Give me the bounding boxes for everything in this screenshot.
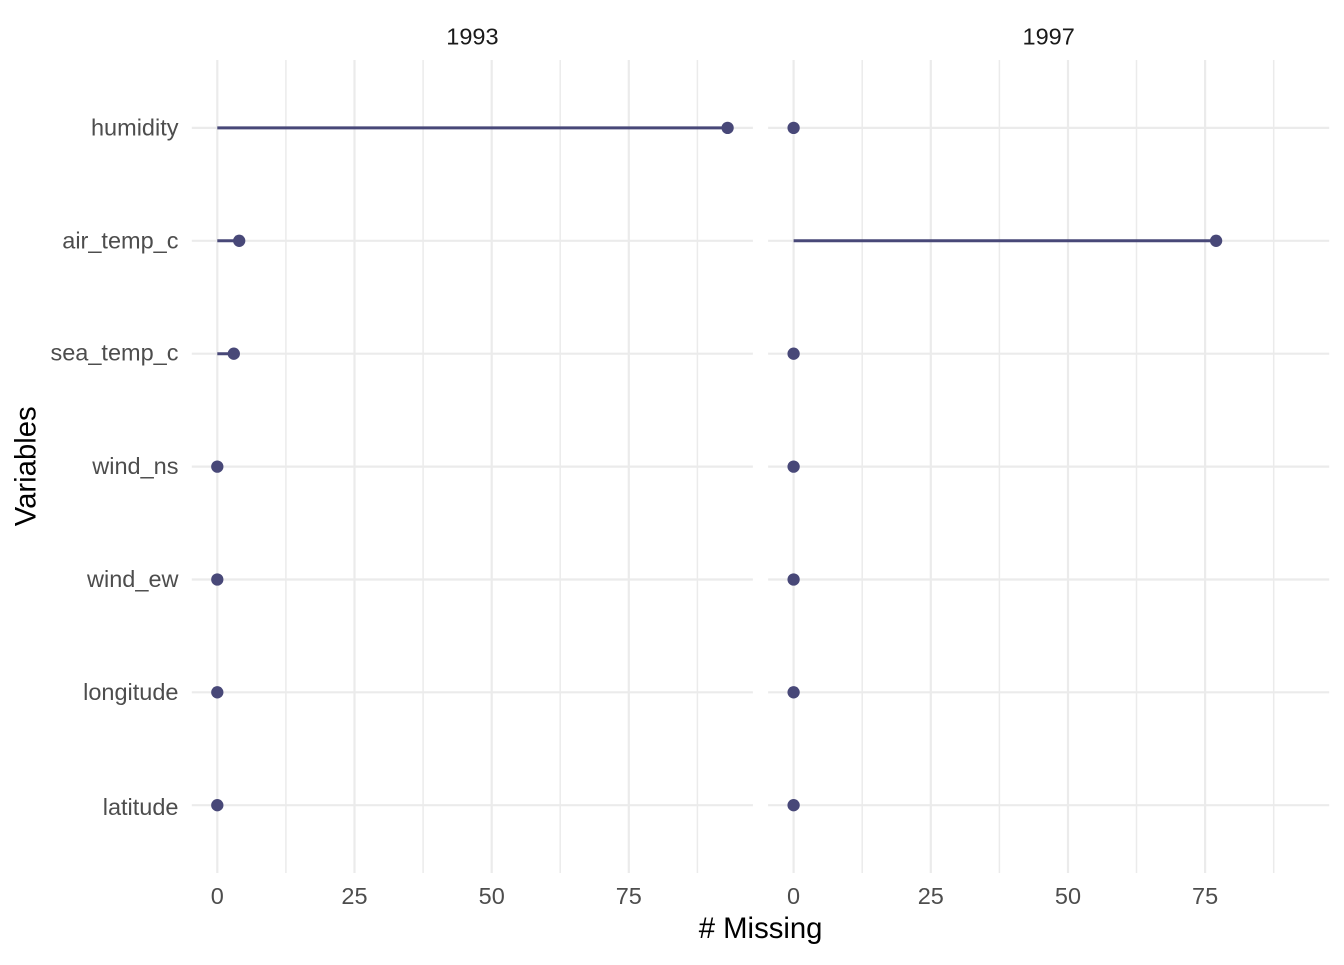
svg-text:wind_ew: wind_ew bbox=[86, 566, 179, 592]
svg-text:25: 25 bbox=[341, 883, 367, 909]
svg-text:# Missing: # Missing bbox=[699, 912, 823, 945]
svg-text:Variables: Variables bbox=[10, 406, 43, 526]
svg-text:75: 75 bbox=[616, 883, 642, 909]
svg-text:latitude: latitude bbox=[103, 794, 179, 820]
svg-text:25: 25 bbox=[918, 883, 944, 909]
svg-text:1997: 1997 bbox=[1023, 23, 1075, 49]
svg-text:longitude: longitude bbox=[83, 679, 178, 705]
svg-text:humidity: humidity bbox=[91, 114, 179, 140]
svg-text:air_temp_c: air_temp_c bbox=[62, 227, 178, 253]
svg-text:0: 0 bbox=[787, 883, 800, 909]
svg-text:50: 50 bbox=[479, 883, 505, 909]
svg-text:wind_ns: wind_ns bbox=[91, 453, 178, 479]
svg-text:0: 0 bbox=[211, 883, 224, 909]
svg-text:50: 50 bbox=[1055, 883, 1081, 909]
svg-text:sea_temp_c: sea_temp_c bbox=[50, 339, 178, 365]
svg-text:1993: 1993 bbox=[446, 23, 498, 49]
svg-text:75: 75 bbox=[1192, 883, 1218, 909]
